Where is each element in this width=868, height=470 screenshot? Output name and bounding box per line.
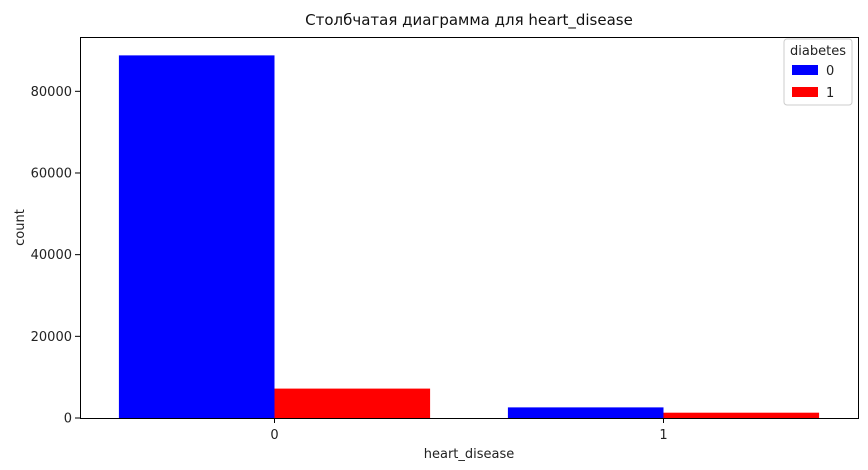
y-tick-label: 0 xyxy=(64,412,72,427)
bar-1-diabetes-1 xyxy=(663,412,820,418)
y-tick-label: 60000 xyxy=(31,166,72,181)
bar-0-diabetes-0 xyxy=(118,55,275,418)
legend-swatch-1 xyxy=(792,87,818,97)
bar-0-diabetes-1 xyxy=(274,388,431,418)
legend-title: diabetes xyxy=(790,44,846,59)
y-axis-ticks: 0 20000 40000 60000 80000 xyxy=(31,85,80,427)
legend-label-1: 1 xyxy=(826,86,834,101)
y-tick-label: 40000 xyxy=(31,248,72,263)
legend-swatch-0 xyxy=(792,65,818,75)
y-tick-label: 80000 xyxy=(31,85,72,100)
bar-1-diabetes-0 xyxy=(507,407,664,418)
legend-label-0: 0 xyxy=(826,64,834,79)
plot-area-frame xyxy=(80,37,859,419)
x-axis-label: heart_disease xyxy=(424,447,515,462)
x-tick-label: 0 xyxy=(270,428,278,443)
y-tick-label: 20000 xyxy=(31,330,72,345)
y-axis-label: count xyxy=(13,209,28,246)
legend: diabetes 0 1 xyxy=(783,38,853,106)
x-tick-label: 1 xyxy=(659,428,667,443)
bars-group xyxy=(118,55,820,418)
chart-title: Столбчатая диаграмма для heart_disease xyxy=(305,11,633,30)
